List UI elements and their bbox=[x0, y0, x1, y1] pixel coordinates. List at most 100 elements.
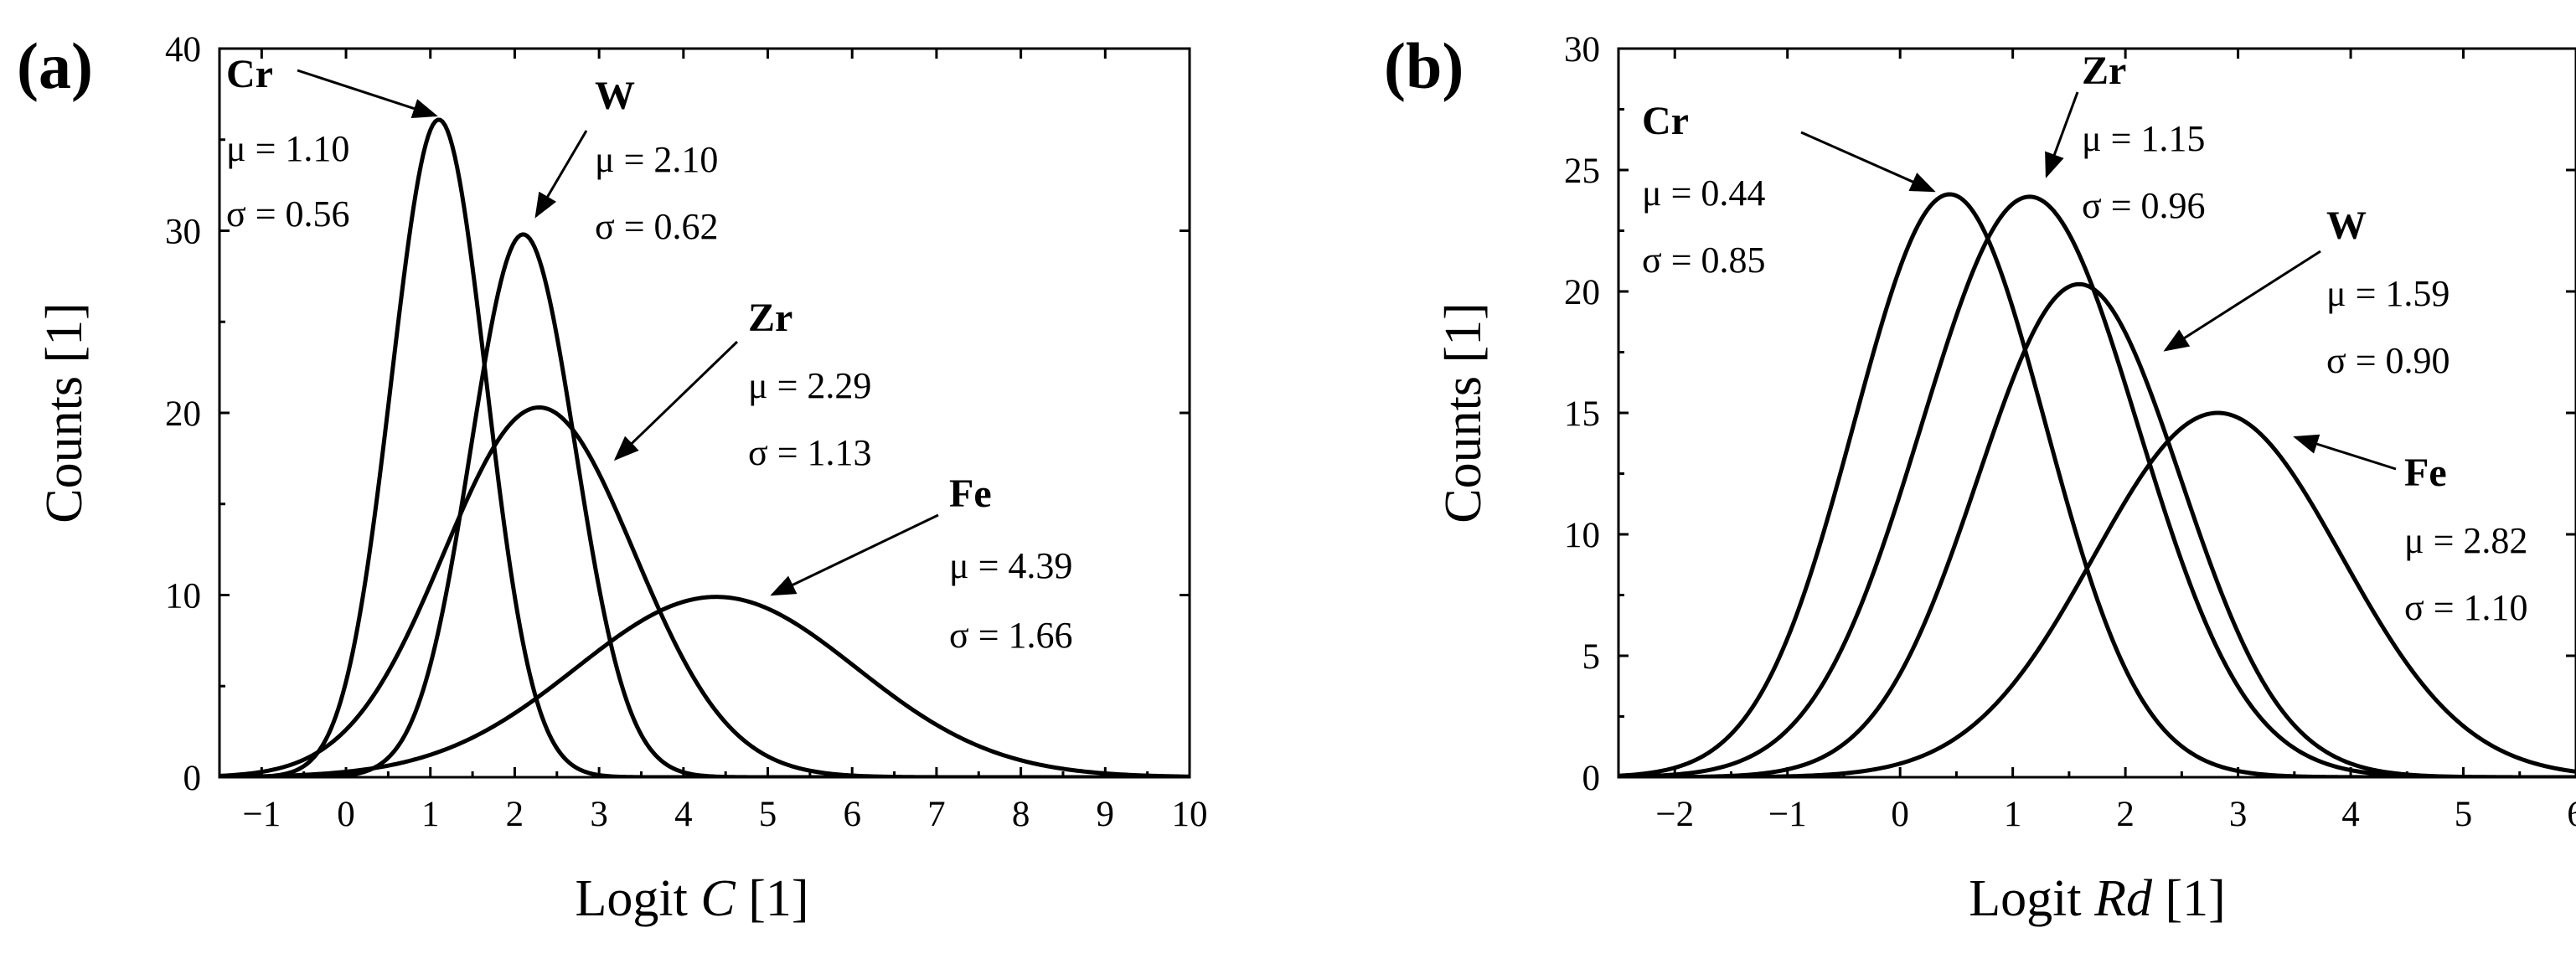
x-tick-label: 1 bbox=[421, 795, 440, 834]
y-tick-label: 15 bbox=[1564, 394, 1600, 434]
annotation-arrow bbox=[297, 69, 438, 119]
curve-w bbox=[219, 232, 1190, 777]
x-tick-label: −1 bbox=[242, 795, 281, 834]
x-tick-label: 3 bbox=[2229, 795, 2248, 834]
x-axis-title-unit: [1] bbox=[748, 870, 808, 927]
annotation-arrow bbox=[534, 130, 588, 219]
panel-label: (b) bbox=[1384, 29, 1464, 102]
mu-label: μ = 0.44 bbox=[1642, 173, 1765, 214]
sigma-label: σ = 1.13 bbox=[748, 432, 872, 473]
x-axis-title-space bbox=[736, 870, 749, 927]
mu-label: μ = 2.29 bbox=[748, 365, 871, 406]
series-name-label: Cr bbox=[1642, 99, 1689, 143]
x-tick-label: 3 bbox=[590, 795, 608, 834]
series-name-label: W bbox=[2326, 204, 2367, 248]
y-tick-label: 20 bbox=[1564, 273, 1600, 312]
y-tick-label: 0 bbox=[1582, 759, 1601, 798]
series-name-label: Fe bbox=[949, 472, 992, 516]
mu-label: μ = 4.39 bbox=[949, 545, 1072, 586]
x-tick-label: 4 bbox=[674, 795, 693, 834]
annotation-zr: Zr μ = 2.29 σ = 1.13 bbox=[613, 296, 872, 473]
curve-fe bbox=[219, 595, 1190, 777]
mu-label: μ = 1.59 bbox=[2326, 273, 2450, 314]
sigma-label: σ = 0.56 bbox=[226, 193, 350, 235]
annotation-arrow bbox=[2045, 91, 2079, 178]
x-tick-label: 4 bbox=[2341, 795, 2360, 834]
x-tick-label: 5 bbox=[2455, 795, 2473, 834]
y-tick-label: 30 bbox=[1564, 30, 1600, 70]
y-axis-title: Counts [1] bbox=[36, 302, 93, 523]
x-tick-label: −1 bbox=[1768, 795, 1807, 834]
annotation-arrow bbox=[2163, 250, 2321, 352]
annotation-cr: Cr μ = 1.10 σ = 0.56 bbox=[226, 52, 438, 235]
curves bbox=[219, 117, 1190, 777]
panel-label: (a) bbox=[17, 29, 93, 102]
curve-cr bbox=[219, 117, 1190, 777]
sigma-label: σ = 0.62 bbox=[595, 206, 719, 247]
x-tick-label: 9 bbox=[1097, 795, 1115, 834]
x-axis-title-space bbox=[2082, 870, 2095, 927]
annotation-fe: Fe μ = 4.39 σ = 1.66 bbox=[770, 472, 1073, 656]
annotation-arrow bbox=[2293, 434, 2397, 471]
curve-zr bbox=[219, 405, 1190, 777]
x-axis-title-variable: C bbox=[700, 870, 736, 927]
mu-label: μ = 2.82 bbox=[2404, 520, 2527, 561]
x-tick-label: 6 bbox=[843, 795, 861, 834]
x-tick-label: 8 bbox=[1012, 795, 1030, 834]
series-name-label: Cr bbox=[226, 52, 273, 96]
x-tick-label: 10 bbox=[1172, 795, 1208, 834]
sigma-label: σ = 0.90 bbox=[2326, 340, 2450, 381]
chart-panel-b: −2 −1 0 1 2 3 4 5 6 0 5 10 15 20 25 30 (b) Counts [1] Logi… bbox=[1384, 29, 2576, 927]
annotation-w: Wμ = 2.10 σ = 0.62 bbox=[534, 74, 719, 247]
mu-label: μ = 1.10 bbox=[226, 128, 349, 169]
x-tick-label: 0 bbox=[1891, 795, 1909, 834]
x-tick-label: 1 bbox=[2004, 795, 2022, 834]
chart-panel-a: −1 0 1 2 3 4 5 6 7 8 9 10 0 10 20 30 40 (a) Counts [1] Logi… bbox=[17, 29, 1208, 927]
x-axis-title-word: Logit bbox=[576, 870, 688, 927]
x-axis-title-space bbox=[2152, 870, 2166, 927]
x-axis-title-unit: [1] bbox=[2165, 870, 2225, 927]
annotation-arrow bbox=[770, 513, 939, 596]
annotation-w: Wμ = 1.59 σ = 0.90 bbox=[2163, 204, 2450, 381]
sigma-label: σ = 1.66 bbox=[949, 615, 1073, 656]
x-tick-label: 6 bbox=[2567, 795, 2576, 834]
curves bbox=[1618, 192, 2576, 777]
annotation-arrow bbox=[1800, 131, 1936, 193]
annotation-fe: Fe μ = 2.82 σ = 1.10 bbox=[2293, 434, 2528, 628]
x-axis-title-variable: Rd bbox=[2093, 870, 2153, 927]
sigma-label: σ = 1.10 bbox=[2404, 587, 2528, 628]
x-tick-label: 2 bbox=[2116, 795, 2135, 834]
y-tick-label: 30 bbox=[165, 213, 201, 252]
curve-fe bbox=[1618, 410, 2576, 777]
x-tick-label: −2 bbox=[1655, 795, 1694, 834]
series-name-label: Zr bbox=[748, 296, 792, 340]
x-tick-label: 0 bbox=[337, 795, 355, 834]
y-tick-label: 5 bbox=[1582, 637, 1601, 677]
y-tick-label: 0 bbox=[183, 759, 202, 798]
annotation-cr: Cr μ = 0.44 σ = 0.85 bbox=[1642, 99, 1936, 281]
sigma-label: σ = 0.85 bbox=[1642, 240, 1766, 281]
x-axis-title-space bbox=[688, 870, 701, 927]
curve-w bbox=[1618, 281, 2576, 777]
series-name-label: Fe bbox=[2404, 451, 2447, 495]
x-axis-title: Logit C [1] bbox=[576, 870, 809, 927]
series-name-label: Zr bbox=[2082, 49, 2126, 93]
x-tick-label: 5 bbox=[759, 795, 777, 834]
annotation-zr: Zr μ = 1.15 σ = 0.96 bbox=[2045, 49, 2206, 226]
y-tick-label: 25 bbox=[1564, 152, 1600, 191]
y-axis-title: Counts [1] bbox=[1435, 302, 1492, 523]
mu-label: μ = 2.10 bbox=[595, 139, 718, 180]
y-tick-label: 20 bbox=[165, 394, 201, 434]
y-tick-label: 10 bbox=[165, 577, 201, 616]
x-axis-title-word: Logit bbox=[1969, 870, 2081, 927]
y-tick-label: 10 bbox=[1564, 516, 1600, 555]
x-tick-label: 7 bbox=[927, 795, 946, 834]
sigma-label: σ = 0.96 bbox=[2082, 185, 2206, 226]
x-axis-title: Logit Rd [1] bbox=[1969, 870, 2226, 927]
y-tick-label: 40 bbox=[165, 30, 201, 70]
x-tick-label: 2 bbox=[506, 795, 524, 834]
mu-label: μ = 1.15 bbox=[2082, 118, 2205, 159]
annotation-arrow bbox=[613, 340, 739, 461]
series-name-label: W bbox=[595, 74, 635, 118]
